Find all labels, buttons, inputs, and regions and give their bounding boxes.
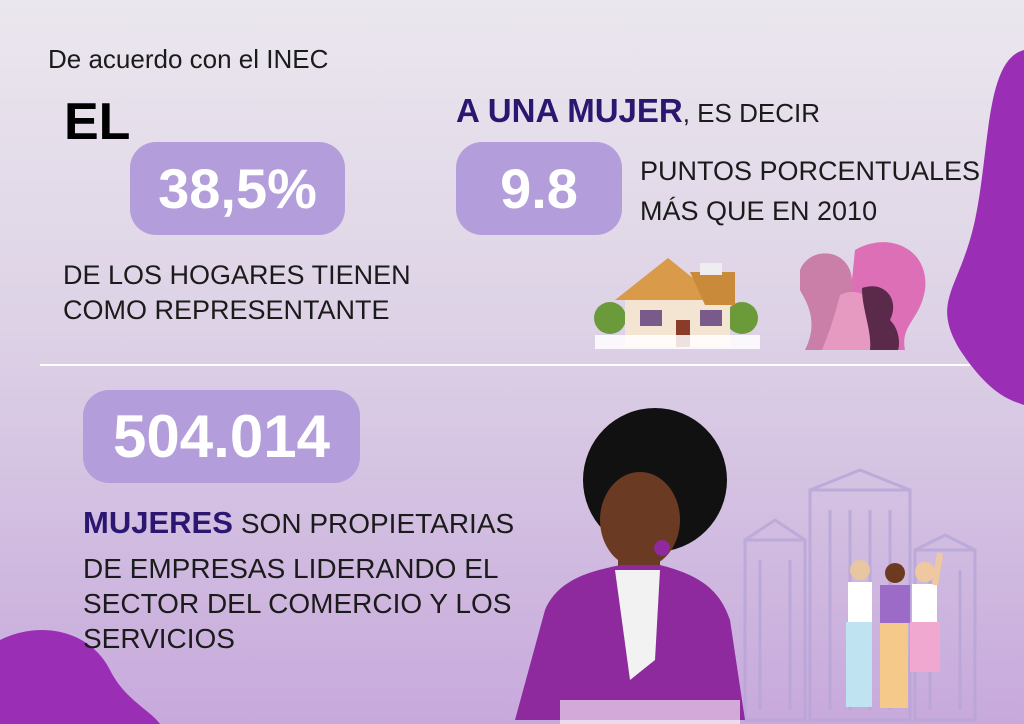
text-line: COMO REPRESENTANTE — [63, 295, 390, 325]
text-line: MÁS QUE EN 2010 — [640, 196, 878, 226]
highlight: MUJERES — [83, 505, 233, 540]
text: , ES DECIR — [682, 98, 820, 128]
text-line: DE LOS HOGARES TIENEN — [63, 260, 411, 290]
text-line: SERVICIOS — [83, 623, 235, 654]
text-line: DE EMPRESAS LIDERANDO EL — [83, 553, 499, 584]
stat-box: 504.014 — [83, 390, 360, 483]
text-line: PUNTOS PORCENTUALES — [640, 156, 981, 186]
stat-box: 38,5% — [130, 142, 345, 235]
source: De acuerdo con el INEC — [48, 44, 329, 74]
text-line: SECTOR DEL COMERCIO Y LOS — [83, 588, 512, 619]
stat-box: 9.8 — [456, 142, 622, 235]
lead: EL — [64, 93, 131, 151]
text: SON PROPIETARIAS — [240, 508, 515, 539]
highlight: A UNA MUJER — [456, 92, 683, 129]
